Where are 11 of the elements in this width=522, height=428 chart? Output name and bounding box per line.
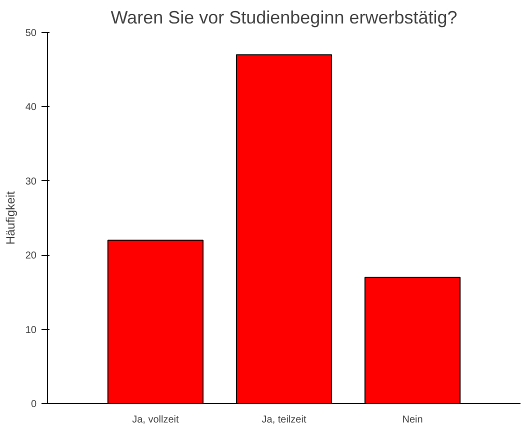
x-tick-label: Ja, vollzeit	[132, 414, 180, 426]
chart-title: Waren Sie vor Studienbeginn erwerbstätig?	[110, 8, 458, 28]
y-tick-label: 40	[25, 102, 37, 114]
y-tick-label: 0	[30, 399, 37, 410]
y-tick-label: 20	[25, 250, 37, 262]
y-tick-label: 30	[25, 176, 37, 188]
y-tick-label: 50	[25, 28, 37, 39]
y-axis-title: Häufigkeit	[3, 190, 18, 245]
x-tick-label: Ja, teilzeit	[262, 414, 306, 426]
x-tick-label: Nein	[402, 414, 423, 426]
y-tick-label: 10	[25, 324, 37, 336]
